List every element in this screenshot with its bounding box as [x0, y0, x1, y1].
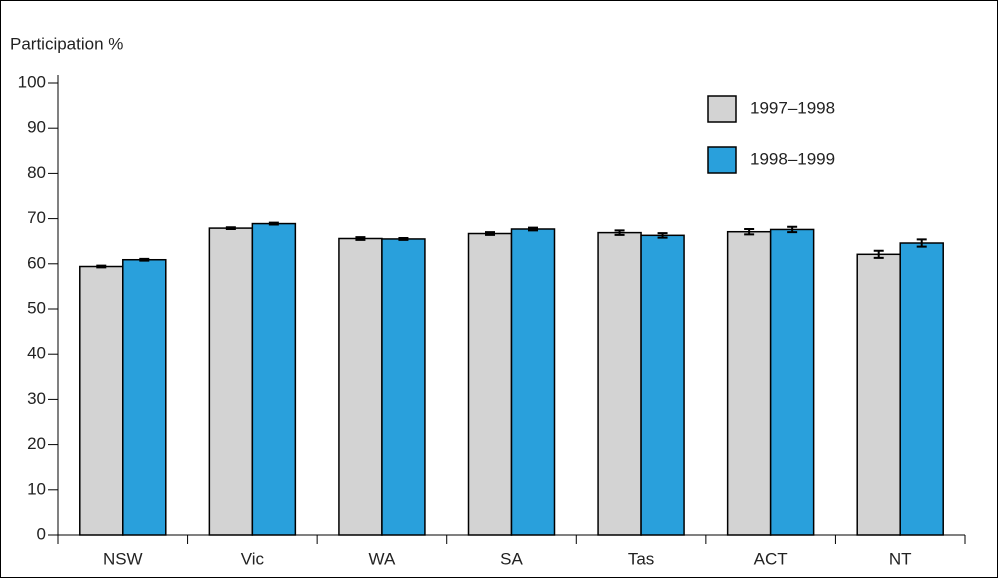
- y-tick-label: 70: [27, 208, 46, 227]
- error-bar: [873, 249, 884, 259]
- y-tick-label: 20: [27, 434, 46, 453]
- error-bar: [355, 236, 366, 241]
- error-bar: [916, 238, 927, 248]
- y-tick-label: 0: [37, 524, 46, 543]
- y-tick-label: 80: [27, 163, 46, 182]
- x-tick-label: NSW: [103, 549, 143, 568]
- bar: [208, 227, 254, 536]
- y-tick-label: 50: [27, 298, 46, 317]
- bar: [122, 258, 167, 536]
- error-bar: [398, 237, 409, 241]
- y-axis-label: Participation %: [10, 34, 123, 53]
- bar: [338, 237, 383, 536]
- legend-swatch: [707, 95, 737, 123]
- bar: [381, 238, 426, 536]
- error-bar: [268, 221, 279, 226]
- bar: [79, 265, 124, 536]
- bar: [640, 234, 685, 536]
- y-tick-label: 100: [18, 72, 46, 91]
- y-tick-label: 40: [27, 344, 46, 363]
- y-tick-label: 10: [27, 479, 46, 498]
- error-bar: [744, 227, 755, 236]
- x-tick-label: SA: [500, 549, 523, 568]
- y-tick-label: 60: [27, 253, 46, 272]
- x-tick-label: WA: [369, 549, 396, 568]
- error-bar: [485, 231, 495, 236]
- x-tick-label: NT: [889, 549, 912, 568]
- bar: [899, 242, 944, 536]
- bar: [726, 230, 772, 536]
- error-bar: [657, 232, 668, 239]
- bar: [251, 222, 297, 536]
- bar: [510, 228, 556, 536]
- bar: [467, 232, 513, 536]
- legend-swatch: [707, 146, 737, 174]
- y-tick-label: 90: [27, 118, 46, 137]
- y-tick-label: 30: [27, 389, 46, 408]
- bar: [769, 228, 815, 536]
- error-bar: [787, 225, 798, 234]
- error-bar: [614, 229, 625, 236]
- x-tick-label: ACT: [754, 549, 788, 568]
- bar: [856, 253, 901, 536]
- error-bar: [139, 257, 150, 262]
- legend-label: 1998–1999: [750, 149, 835, 168]
- bar: [597, 231, 642, 536]
- error-bar: [96, 264, 107, 269]
- legend-label: 1997–1998: [750, 98, 835, 117]
- x-tick-label: Vic: [241, 549, 265, 568]
- x-tick-label: Tas: [628, 549, 654, 568]
- error-bar: [528, 226, 538, 232]
- error-bar: [225, 226, 236, 230]
